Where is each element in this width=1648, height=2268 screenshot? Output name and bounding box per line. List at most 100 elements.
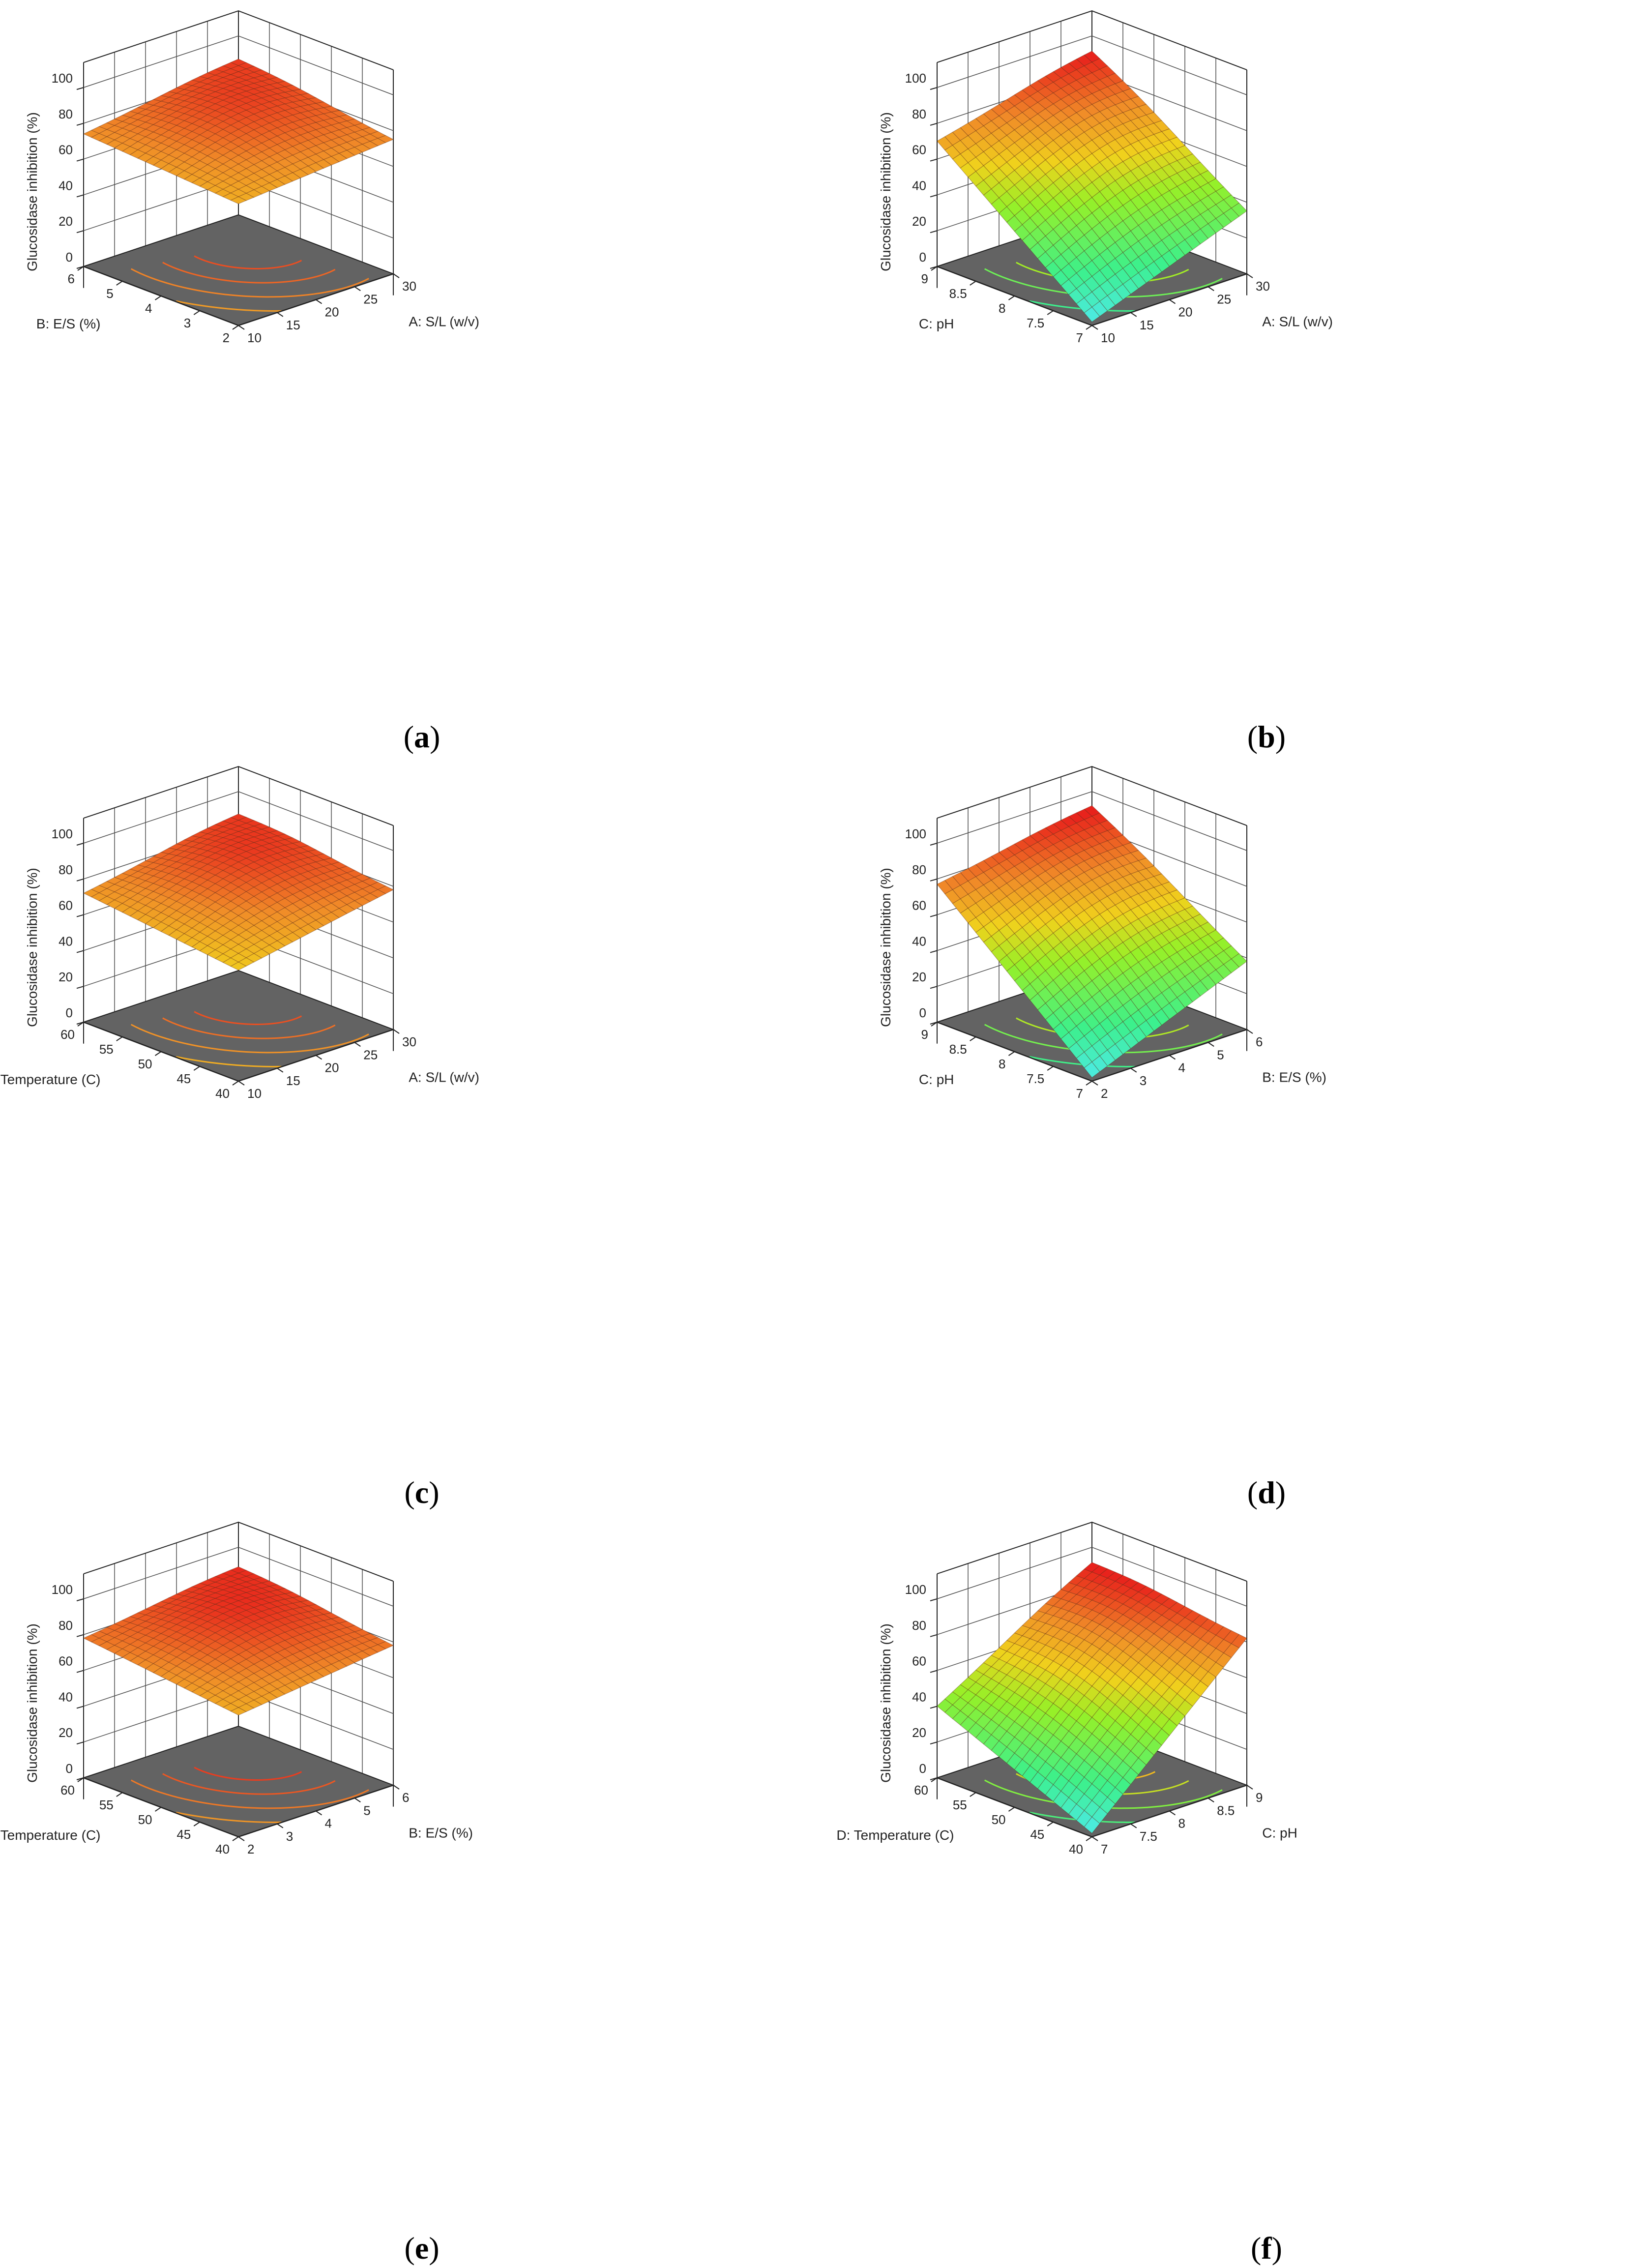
x-tick-mark bbox=[1130, 312, 1137, 317]
z-tick-label: 100 bbox=[52, 71, 73, 86]
z-axis-title: Glucosidase inhibition (%) bbox=[25, 1623, 40, 1783]
y-tick-label: 50 bbox=[138, 1057, 152, 1071]
x-axis: 10 15 20 25 30 A: S/L (w/v) bbox=[1091, 273, 1333, 345]
y-tick-mark bbox=[232, 1836, 239, 1841]
x-axis-title: A: S/L (w/v) bbox=[409, 1069, 479, 1085]
y-tick-mark bbox=[154, 1051, 162, 1056]
z-tick-mark bbox=[76, 1706, 84, 1709]
surface-plot-d: 100 80 60 40 20 0 Glucosidase inhibition (%) 2 3… bbox=[878, 766, 1326, 1101]
y-tick-mark bbox=[970, 1036, 976, 1041]
x-axis: 10 15 20 25 30 A: S/L (w/v) bbox=[238, 1029, 479, 1101]
z-tick-mark bbox=[930, 1634, 938, 1637]
x-tick-mark bbox=[1130, 1067, 1137, 1073]
y-axis: 2 3 4 5 6 B: E/S (%) bbox=[36, 266, 239, 345]
x-tick-label: 10 bbox=[247, 330, 262, 345]
y-axis-title: D: Temperature (C) bbox=[0, 1072, 101, 1087]
y-tick-label: 55 bbox=[99, 1042, 114, 1057]
frame-top bbox=[937, 766, 1247, 826]
response-surface bbox=[937, 1562, 1247, 1834]
z-axis: 100 80 60 40 20 0 Glucosidase inhibition (%) bbox=[878, 826, 938, 1027]
x-tick-label: 3 bbox=[286, 1829, 293, 1844]
x-tick-label: 7.5 bbox=[1140, 1829, 1157, 1844]
y-tick-mark bbox=[77, 1022, 84, 1027]
z-tick-label: 100 bbox=[905, 71, 926, 86]
y-tick-mark bbox=[1086, 325, 1092, 330]
y-tick-mark bbox=[1047, 1066, 1054, 1071]
y-tick-label: 55 bbox=[953, 1797, 967, 1812]
z-gridline bbox=[83, 1547, 394, 1607]
x-tick-label: 25 bbox=[363, 292, 378, 306]
frame-top bbox=[83, 10, 394, 70]
y-tick-mark bbox=[116, 281, 123, 286]
z-tick-mark bbox=[76, 87, 84, 90]
z-tick-label: 40 bbox=[59, 934, 73, 948]
z-tick-label: 60 bbox=[912, 1654, 926, 1669]
z-tick-mark bbox=[76, 158, 84, 162]
y-tick-label: 60 bbox=[60, 1783, 75, 1797]
x-tick-mark bbox=[277, 1067, 284, 1073]
z-tick-label: 80 bbox=[912, 107, 926, 121]
contour-line bbox=[194, 1011, 302, 1025]
x-tick-label: 25 bbox=[1217, 292, 1231, 306]
contour-lines bbox=[130, 1767, 369, 1823]
caption-a: (a) bbox=[403, 719, 441, 754]
x-tick-label: 8 bbox=[1178, 1816, 1185, 1831]
z-tick-mark bbox=[76, 843, 84, 846]
surface-cell bbox=[230, 962, 247, 971]
x-axis-title: A: S/L (w/v) bbox=[1262, 314, 1333, 329]
response-surface bbox=[83, 59, 394, 205]
z-tick-label: 20 bbox=[912, 1725, 926, 1740]
z-tick-label: 40 bbox=[912, 178, 926, 193]
z-tick-mark bbox=[76, 122, 84, 126]
y-tick-mark bbox=[77, 1777, 84, 1782]
y-axis: 40 45 50 55 60 D: Temperature (C) bbox=[0, 1022, 239, 1101]
y-tick-label: 4 bbox=[145, 301, 152, 316]
x-tick-label: 15 bbox=[286, 318, 300, 332]
z-axis-title: Glucosidase inhibition (%) bbox=[878, 868, 893, 1027]
response-surface bbox=[83, 813, 394, 971]
y-tick-mark bbox=[931, 266, 938, 271]
y-tick-label: 8 bbox=[999, 301, 1005, 316]
y-tick-label: 45 bbox=[177, 1071, 191, 1086]
y-tick-mark bbox=[1008, 295, 1015, 300]
contour-line bbox=[162, 262, 336, 284]
z-tick-label: 60 bbox=[59, 143, 73, 157]
y-tick-label: 3 bbox=[184, 316, 191, 330]
z-tick-label: 60 bbox=[912, 898, 926, 913]
x-axis: 2 3 4 5 6 B: E/S (%) bbox=[238, 1785, 473, 1856]
x-tick-label: 2 bbox=[247, 1842, 254, 1856]
z-tick-label: 80 bbox=[59, 1618, 73, 1633]
z-tick-mark bbox=[930, 986, 938, 989]
z-tick-label: 20 bbox=[59, 1725, 73, 1740]
z-tick-mark bbox=[930, 158, 938, 162]
y-tick-mark bbox=[116, 1036, 123, 1041]
response-surface bbox=[937, 51, 1247, 323]
y-tick-label: 7.5 bbox=[1027, 316, 1044, 330]
x-tick-label: 6 bbox=[402, 1790, 409, 1805]
y-tick-label: 50 bbox=[992, 1812, 1006, 1827]
z-tick-mark bbox=[930, 1706, 938, 1709]
z-tick-mark bbox=[76, 194, 84, 198]
y-tick-label: 5 bbox=[106, 286, 113, 301]
z-tick-mark bbox=[930, 1670, 938, 1673]
z-tick-mark bbox=[930, 878, 938, 882]
y-axis-title: B: E/S (%) bbox=[36, 316, 101, 331]
y-tick-label: 2 bbox=[223, 330, 230, 345]
y-tick-mark bbox=[193, 310, 200, 315]
surface-plot-e: 100 80 60 40 20 0 Glucosidase inhibition (%) 2 3… bbox=[0, 1521, 473, 1856]
x-tick-mark bbox=[1091, 1081, 1098, 1086]
contour-line bbox=[130, 1779, 369, 1809]
y-tick-label: 45 bbox=[177, 1827, 191, 1842]
y-tick-label: 60 bbox=[914, 1783, 928, 1797]
z-tick-label: 100 bbox=[905, 1582, 926, 1597]
x-tick-label: 5 bbox=[1217, 1047, 1224, 1062]
z-tick-mark bbox=[76, 1670, 84, 1673]
z-tick-label: 40 bbox=[912, 1689, 926, 1704]
caption-c-letter: c bbox=[414, 1475, 429, 1510]
z-tick-label: 100 bbox=[52, 1582, 73, 1597]
caption-f: (f) bbox=[1251, 2231, 1282, 2266]
frame-top bbox=[83, 1521, 394, 1582]
z-tick-mark bbox=[76, 1598, 84, 1601]
